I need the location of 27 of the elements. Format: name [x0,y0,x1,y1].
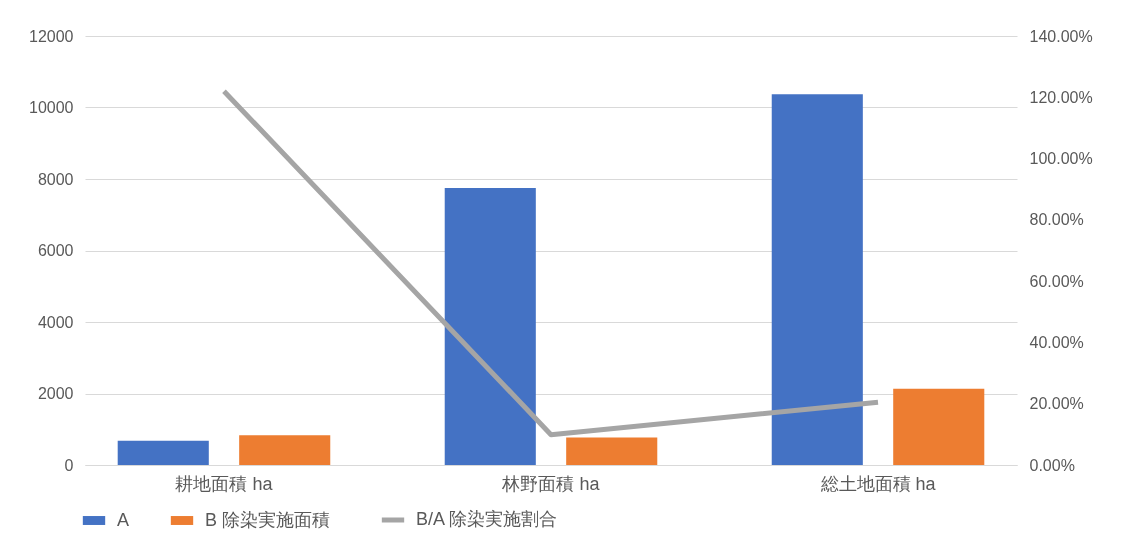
y2-tick-label: 100.00% [1029,150,1093,168]
x-tick-label: 林野面積 ha [501,473,601,494]
x-tick-label: 耕地面積 ha [175,473,274,494]
y2-tick-label: 40.00% [1029,333,1084,351]
y2-tick-label: 80.00% [1029,211,1084,229]
bar [444,187,536,465]
y-tick-label: 8000 [37,170,74,188]
y2-tick-label: 120.00% [1029,88,1093,106]
y2-tick-label: 60.00% [1029,272,1084,290]
legend-label: A [117,509,130,530]
bar [566,437,658,465]
y-tick-label: 10000 [29,99,74,116]
legend-label: B 除染実施面積 [205,509,331,530]
y-tick-label: 2000 [37,385,74,402]
y2-tick-label: 140.00% [1029,27,1093,45]
y2-tick-label: 20.00% [1029,395,1084,413]
bar [893,388,985,465]
legend-label: B/A 除染実施割合 [416,509,558,529]
y-tick-label: 4000 [37,313,74,331]
bar [771,94,863,465]
bar [239,435,331,465]
x-tick-label: 総土地面積 ha [819,473,937,494]
y-tick-label: 12000 [29,27,74,45]
y2-tick-label: 0.00% [1029,456,1075,474]
bar [117,440,209,465]
y-tick-label: 0 [64,456,74,474]
y-tick-label: 6000 [37,242,74,259]
